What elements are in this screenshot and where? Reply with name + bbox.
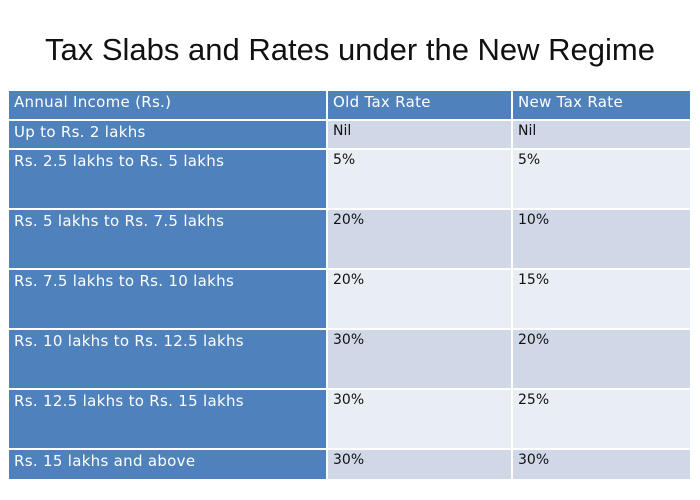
table-row: Rs. 15 lakhs and above 30% 30%	[7, 448, 692, 481]
table-row: Rs. 5 lakhs to Rs. 7.5 lakhs 20% 10%	[7, 208, 692, 270]
new-rate-cell: 30%	[511, 448, 692, 481]
new-rate-cell: 20%	[511, 328, 692, 390]
old-rate-cell: 20%	[326, 268, 513, 330]
header-old-tax-rate: Old Tax Rate	[326, 89, 513, 121]
income-cell: Rs. 10 lakhs to Rs. 12.5 lakhs	[7, 328, 328, 390]
income-cell: Rs. 7.5 lakhs to Rs. 10 lakhs	[7, 268, 328, 330]
new-rate-cell: 5%	[511, 148, 692, 210]
income-cell: Rs. 2.5 lakhs to Rs. 5 lakhs	[7, 148, 328, 210]
table-body: Up to Rs. 2 lakhs Nil Nil Rs. 2.5 lakhs …	[7, 119, 692, 481]
income-cell: Rs. 15 lakhs and above	[7, 448, 328, 481]
income-cell: Rs. 5 lakhs to Rs. 7.5 lakhs	[7, 208, 328, 270]
header-new-tax-rate: New Tax Rate	[511, 89, 692, 121]
old-rate-cell: Nil	[326, 119, 513, 150]
table-row: Rs. 10 lakhs to Rs. 12.5 lakhs 30% 20%	[7, 328, 692, 390]
table-row: Rs. 12.5 lakhs to Rs. 15 lakhs 30% 25%	[7, 388, 692, 450]
old-rate-cell: 30%	[326, 328, 513, 390]
new-rate-cell: 15%	[511, 268, 692, 330]
page-title: Tax Slabs and Rates under the New Regime	[45, 32, 655, 67]
new-rate-cell: 25%	[511, 388, 692, 450]
new-rate-cell: Nil	[511, 119, 692, 150]
income-cell: Up to Rs. 2 lakhs	[7, 119, 328, 150]
tax-slab-table: Annual Income (Rs.) Old Tax Rate New Tax…	[7, 89, 692, 481]
old-rate-cell: 30%	[326, 388, 513, 450]
table-row: Rs. 7.5 lakhs to Rs. 10 lakhs 20% 15%	[7, 268, 692, 330]
header-annual-income: Annual Income (Rs.)	[7, 89, 328, 121]
table-header: Annual Income (Rs.) Old Tax Rate New Tax…	[7, 89, 692, 121]
old-rate-cell: 5%	[326, 148, 513, 210]
new-rate-cell: 10%	[511, 208, 692, 270]
old-rate-cell: 20%	[326, 208, 513, 270]
table-row: Rs. 2.5 lakhs to Rs. 5 lakhs 5% 5%	[7, 148, 692, 210]
old-rate-cell: 30%	[326, 448, 513, 481]
header-row: Annual Income (Rs.) Old Tax Rate New Tax…	[7, 89, 692, 121]
income-cell: Rs. 12.5 lakhs to Rs. 15 lakhs	[7, 388, 328, 450]
table-row: Up to Rs. 2 lakhs Nil Nil	[7, 119, 692, 150]
